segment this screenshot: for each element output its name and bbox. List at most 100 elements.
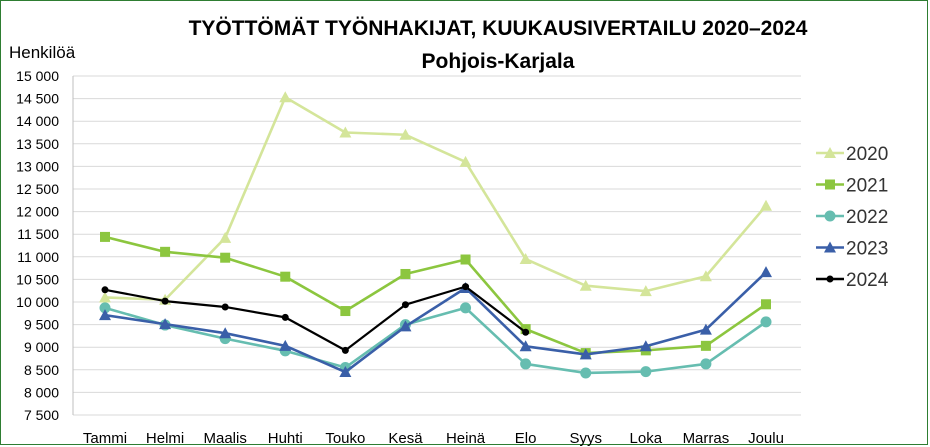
data-point [220,252,231,263]
x-tick-label: Joulu [748,430,784,446]
legend-swatch-marker [824,147,836,158]
legend-item: 2022 [816,207,888,228]
data-point [639,340,652,352]
x-tick-label: Huhti [268,430,303,446]
y-tick-label: 12 500 [16,181,59,197]
series-2024 [101,283,530,354]
y-tick-label: 8 000 [24,384,59,400]
data-point [519,253,532,265]
chart-title: TYÖTTÖMÄT TYÖNHAKIJAT, KUUKAUSIVERTAILU … [189,17,808,40]
data-point [640,366,652,378]
data-point [699,270,712,282]
legend: 2020 2021 2022 2023 2024 [816,144,889,291]
data-point [159,318,172,330]
data-point [281,313,289,321]
y-tick-label: 9 000 [24,339,59,355]
y-tick-label: 12 000 [16,204,59,220]
y-tick-label: 14 500 [16,91,59,107]
data-point [760,266,772,278]
series-line [104,95,767,302]
y-tick-labels: 7 500 8 000 8 500 9 000 9 500 10 000 10 500 11 … [16,68,59,423]
x-tick-label: Marras [683,430,730,446]
data-point [100,231,110,242]
data-point [219,327,232,339]
legend-swatch-marker [826,275,834,283]
data-point [99,309,111,321]
series-group [99,91,772,379]
y-tick-label: 11 500 [17,226,59,242]
data-point [700,340,711,351]
y-tick-label: 8 500 [24,362,59,378]
data-point [699,323,712,335]
data-point [99,291,111,303]
y-tick-label: 10 000 [16,294,59,310]
series-2020 [99,91,772,305]
data-point [579,348,592,360]
legend-swatch-marker [824,241,836,253]
legend-item: 2023 [816,239,888,260]
series-2023 [99,266,772,378]
data-point [579,279,592,291]
data-point [460,302,472,314]
data-point [280,271,291,282]
data-point [399,320,412,332]
legend-label: 2023 [846,239,888,260]
data-point [761,299,771,310]
series-line [104,235,767,355]
data-point [341,346,349,354]
y-tick-label: 14 000 [16,113,59,129]
data-point [522,328,530,336]
legend-label: 2024 [846,270,889,291]
y-tick-label: 7 500 [24,407,59,423]
x-tick-label: Tammi [83,430,127,446]
data-point [639,285,652,297]
chart-subtitle: Pohjois-Karjala [422,50,575,73]
data-point [520,358,532,370]
legend-label: 2021 [846,176,888,197]
data-point [760,316,772,328]
data-point [161,297,169,305]
x-tick-label: Kesä [388,430,423,446]
data-point [101,286,109,294]
y-tick-label: 10 500 [16,271,59,287]
x-tick-label: Maalis [204,430,247,446]
series-line [104,271,767,374]
x-tick-label: Heinä [446,430,486,446]
data-point [460,254,471,265]
data-point [399,128,412,140]
data-point [580,367,592,379]
legend-item: 2021 [816,176,888,197]
data-point [401,301,409,309]
data-point [339,126,352,138]
legend-item: 2024 [816,270,889,291]
y-tick-label: 13 000 [16,158,59,174]
data-point [221,303,229,311]
data-point [279,91,292,103]
y-tick-label: 11 000 [17,249,59,265]
gridlines [73,75,801,416]
data-point [400,268,411,279]
data-point [340,306,351,317]
data-point [279,339,292,351]
y-tick-label: 15 000 [16,68,59,84]
data-point [760,199,772,211]
legend-label: 2020 [846,144,888,165]
legend-label: 2022 [846,207,888,228]
x-tick-label: Syys [569,430,602,446]
series-line [104,306,767,375]
data-point [339,366,352,378]
y-tick-label: 9 500 [24,317,59,333]
data-point [519,340,532,352]
legend-swatch-marker [825,179,835,190]
x-tick-labels: Tammi Helmi Maalis Huhti Touko Kesä Heinä Elo Sy… [83,430,784,446]
data-point [459,155,472,167]
y-axis-label: Henkilöä [9,43,76,62]
legend-item: 2020 [816,144,888,165]
x-tick-label: Touko [325,430,365,446]
x-tick-label: Elo [515,430,537,446]
data-point [462,283,470,291]
x-tick-label: Helmi [146,430,184,446]
data-point [99,302,111,314]
